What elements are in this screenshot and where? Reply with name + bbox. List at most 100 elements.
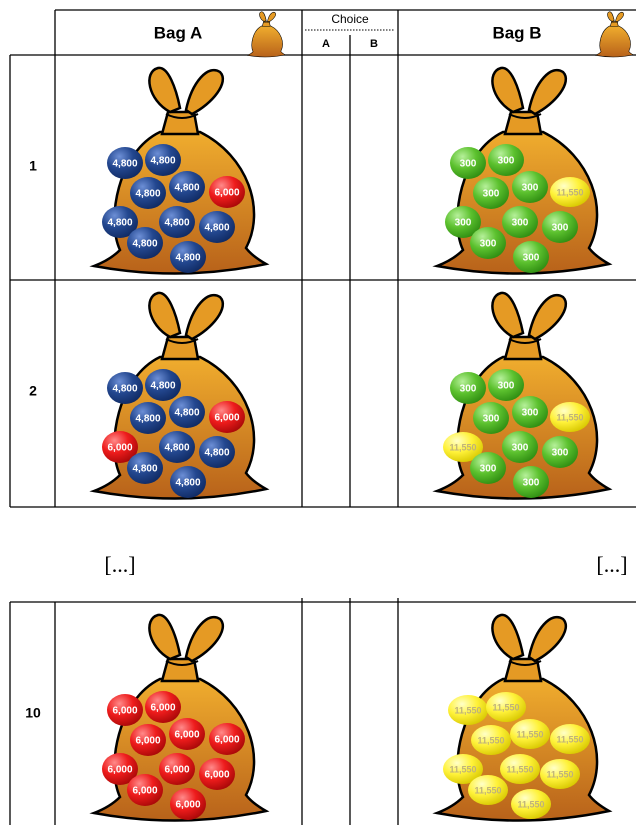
bag-ear xyxy=(527,616,568,663)
bag-ear xyxy=(148,66,182,114)
ball xyxy=(473,177,509,209)
ball xyxy=(443,432,483,462)
ball-label: 300 xyxy=(522,408,539,419)
ball xyxy=(107,372,143,404)
ball xyxy=(145,144,181,176)
ball-label: 11,550 xyxy=(449,764,476,774)
ball-label: 11,550 xyxy=(517,799,544,809)
ball xyxy=(159,206,195,238)
ball-label: 6,000 xyxy=(214,735,239,746)
ball-label: 300 xyxy=(460,159,477,170)
header-choice-b: B xyxy=(370,38,378,50)
bag xyxy=(246,11,286,58)
bag-ear xyxy=(148,613,182,661)
ball-label: 300 xyxy=(483,414,500,425)
bag-ear xyxy=(491,291,525,339)
ball-label: 11,550 xyxy=(474,785,501,795)
row-number: 10 xyxy=(25,705,41,721)
bag-ear xyxy=(259,11,267,22)
ball xyxy=(130,177,166,209)
bag-ear xyxy=(491,613,525,661)
bag-ear xyxy=(527,69,568,116)
ball-label: 300 xyxy=(498,156,515,167)
ball xyxy=(209,723,245,755)
ball xyxy=(199,758,235,790)
ball xyxy=(468,775,508,805)
ball-label: 300 xyxy=(512,443,529,454)
row-number: 2 xyxy=(29,383,37,399)
ball-label: 11,550 xyxy=(556,734,583,744)
header-bag-a: Bag A xyxy=(154,23,203,42)
bag-tie xyxy=(165,660,199,666)
ball-label: 6,000 xyxy=(204,770,229,781)
ball-label: 300 xyxy=(522,183,539,194)
bag-tie xyxy=(611,21,619,23)
ball-label: 4,800 xyxy=(107,218,132,229)
ball-label: 6,000 xyxy=(132,786,157,797)
ellipsis: [...] xyxy=(104,552,135,577)
ball xyxy=(512,396,548,428)
ball xyxy=(159,431,195,463)
ball-label: 4,800 xyxy=(135,414,160,425)
ball xyxy=(471,725,511,755)
ball-label: 11,550 xyxy=(556,187,583,197)
ball-label: 4,800 xyxy=(150,156,175,167)
ball xyxy=(488,144,524,176)
ball xyxy=(145,691,181,723)
ball xyxy=(199,436,235,468)
ball xyxy=(199,211,235,243)
bag-tie xyxy=(165,338,199,344)
ball-label: 11,550 xyxy=(546,769,573,779)
ball-label: 4,800 xyxy=(174,408,199,419)
ball-label: 300 xyxy=(523,478,540,489)
ball-label: 4,800 xyxy=(175,253,200,264)
bag-ear xyxy=(491,66,525,114)
ball-label: 4,800 xyxy=(150,381,175,392)
ball xyxy=(102,753,138,785)
bag-tie xyxy=(508,113,542,119)
ball xyxy=(550,724,590,754)
ball xyxy=(511,789,551,819)
ellipsis: [...] xyxy=(596,552,627,577)
ball-label: 6,000 xyxy=(164,765,189,776)
bag-ear xyxy=(267,11,276,23)
ball xyxy=(542,211,578,243)
ball xyxy=(130,402,166,434)
ball xyxy=(550,177,590,207)
ball-label: 4,800 xyxy=(204,448,229,459)
header-bag-b: Bag B xyxy=(492,23,541,42)
ball xyxy=(473,402,509,434)
row-number: 1 xyxy=(29,158,37,174)
ball-label: 300 xyxy=(512,218,529,229)
ball-label: 11,550 xyxy=(556,412,583,422)
ball xyxy=(169,718,205,750)
ball xyxy=(488,369,524,401)
ball-label: 6,000 xyxy=(135,736,160,747)
ball-label: 11,550 xyxy=(454,705,481,715)
ball-label: 300 xyxy=(552,448,569,459)
ball-label: 6,000 xyxy=(150,703,175,714)
bag-ear xyxy=(184,294,225,341)
ball-label: 6,000 xyxy=(214,413,239,424)
ball-label: 300 xyxy=(480,239,497,250)
ball-label: 4,800 xyxy=(175,478,200,489)
ball-label: 300 xyxy=(498,381,515,392)
bag-body xyxy=(594,25,634,58)
ball-label: 11,550 xyxy=(492,702,519,712)
ball xyxy=(170,788,206,820)
bag-tie xyxy=(263,21,271,23)
header-choice-a: A xyxy=(322,38,330,50)
bag-ear xyxy=(615,11,624,23)
ball-label: 11,550 xyxy=(516,729,543,739)
ball-label: 300 xyxy=(480,464,497,475)
bag-ear xyxy=(184,616,225,663)
ball xyxy=(542,436,578,468)
ball xyxy=(513,466,549,498)
ball-label: 4,800 xyxy=(174,183,199,194)
ball xyxy=(500,754,540,784)
ball xyxy=(107,694,143,726)
ball xyxy=(130,724,166,756)
bag-tie xyxy=(508,660,542,666)
ball xyxy=(145,369,181,401)
ball-label: 300 xyxy=(523,253,540,264)
